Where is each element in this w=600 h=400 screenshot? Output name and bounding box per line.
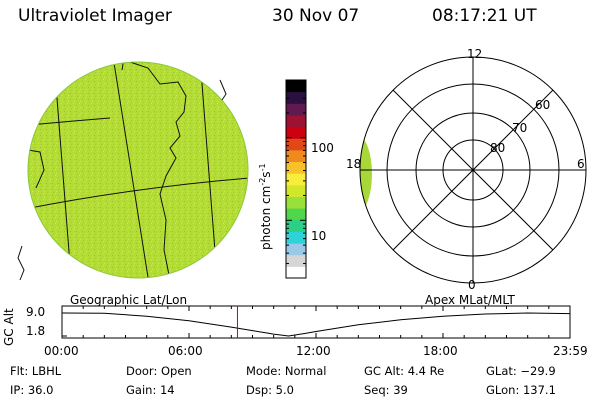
timeline-xtick-2359: 23:59 [553,344,588,358]
emission-speckle [28,62,248,278]
timeline-ytick-1-8: 1.8 [26,324,46,338]
colorbar-segment [286,266,306,279]
colorbar-segment [286,219,306,232]
mlt-label-12: 12 [467,47,483,61]
right-panel-label: Apex MLat/MLT [425,293,515,307]
gain-readout: Gain: 14 [126,383,175,397]
colorbar-segment [286,196,306,209]
colorbar-tick-100: 100 [311,141,334,155]
polar-emission-patch [360,134,372,214]
timeline-xtick-0600: 06:00 [168,344,203,358]
colorbar-tick-10: 10 [311,229,327,243]
dsp-readout: Dsp: 5.0 [246,383,294,397]
filter-readout: Flt: LBHL [10,364,62,378]
colorbar-segment [286,184,306,197]
mlt-label-18: 18 [346,157,362,171]
coastline-fragment [219,79,227,101]
door-readout: Door: Open [126,364,192,378]
instrument-title: Ultraviolet Imager [18,6,172,26]
colorbar-segment [286,103,306,116]
glat-readout: GLat: −29.9 [486,364,556,378]
geographic-image [17,61,249,281]
altitude-timeline [61,305,571,339]
timeline-axis-label: GC Alt [2,308,16,346]
polar-plot [359,56,587,284]
timeline-xtick-0000: 00:00 [44,344,79,358]
colorbar-segment [286,138,306,151]
colorbar-segment [286,173,306,186]
colorbar-frame [285,79,307,279]
colorbar-segment [286,149,306,163]
mlat-label-60: 60 [535,98,551,112]
date-label: 30 Nov 07 [272,6,360,26]
left-panel-label: Geographic Lat/Lon [70,293,188,307]
colorbar-unit-text: photon cm-2s-1 [258,163,273,250]
mlat-label-70: 70 [512,121,528,135]
colorbar-segment [286,161,306,174]
colorbar [285,79,307,279]
timeline-xtick-1800: 18:00 [423,344,458,358]
colorbar-segment [286,80,306,93]
mode-readout: Mode: Normal [246,364,327,378]
colorbar-segment [286,126,306,139]
gc-alt-readout: GC Alt: 4.4 Re [364,364,445,378]
glon-readout: GLon: 137.1 [486,383,556,397]
colorbar-segment [286,91,306,104]
mlt-label-6: 6 [577,157,585,171]
mlat-label-80: 80 [490,141,506,155]
colorbar-segment [286,208,306,221]
timeline-xtick-1200: 12:00 [296,344,331,358]
coastline-fragment [17,245,25,281]
timeline-ytick-9: 9.0 [26,305,46,319]
time-label: 08:17:21 UT [432,6,537,26]
altitude-curve [61,312,570,337]
colorbar-unit-label: photon cm-2s-1 [258,163,273,250]
mlt-label-0: 0 [468,278,476,292]
polar-grid [359,56,587,284]
colorbar-segment [286,231,306,244]
seq-readout: Seq: 39 [364,383,408,397]
colorbar-segment [286,243,306,256]
mlt-line-diagonal [392,89,554,251]
ip-readout: IP: 36.0 [10,383,54,397]
colorbar-segment [286,114,306,128]
colorbar-segment [286,254,306,267]
